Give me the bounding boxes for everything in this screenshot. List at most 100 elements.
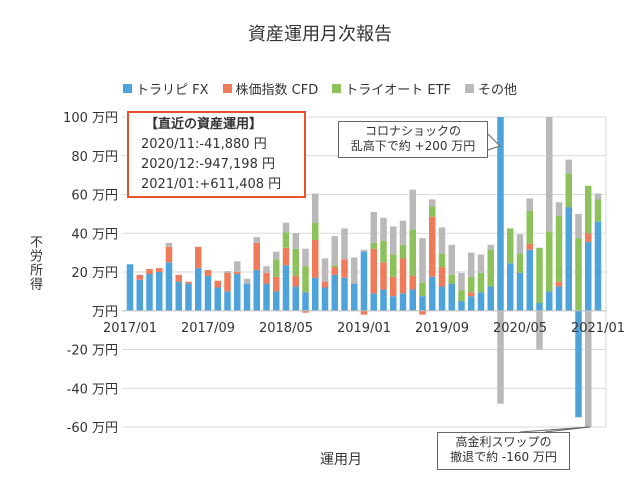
bar-segment [292,233,299,249]
bar-segment [526,243,533,250]
bar-segment [282,222,290,233]
bar-segment [585,241,592,311]
summary-line: 2021/01:+611,408 円 [141,177,282,192]
bar-segment [448,283,455,311]
bar-segment [370,211,377,243]
bar-segment [594,199,602,222]
summary-heading: 【直近の資産運用】 [145,117,263,132]
summary-box: 【直近の資産運用】 2020/11:-41,880 円 2020/12:-947… [127,111,306,198]
legend-item-etf: トライオート ETF [332,79,451,98]
bar-segment [419,238,426,283]
y-tick-label: 60 万円 [71,189,118,204]
summary-line: 2020/12:-947,198 円 [141,157,275,172]
y-tick-label: 40 万円 [71,227,118,242]
bar-segment [516,272,524,311]
bar-segment [399,293,407,311]
bar-segment [341,277,348,311]
bar-segment [331,267,338,275]
bar-segment [224,271,231,273]
bar-segment [253,237,260,243]
bar-segment [146,269,153,274]
bar-segment [331,236,338,266]
bar-segment [370,293,377,311]
bar-segment [224,291,231,311]
bar-segment [292,286,299,311]
y-tick-label: -60 万円 [67,421,118,436]
bar-segment [253,270,260,311]
bar-segment [341,259,348,278]
bar-segment [312,277,319,311]
bar-segment [507,263,514,311]
bar-segment [214,287,221,311]
bar-segment [399,258,407,294]
bar-segment [458,272,465,291]
bar-segment [136,274,143,280]
bar-segment [409,189,416,230]
bar-segment [243,278,251,284]
bar-segment [487,249,494,287]
bar-segment [175,274,182,282]
annotation-swap: 高金利スワップの 撤退で約 -160 万円 [437,432,570,470]
legend-label: トライオート ETF [345,83,451,98]
bar-segment [273,276,280,292]
bar-segment [516,253,524,273]
bar-segment [536,310,543,350]
y-tick-label: 100 万円 [63,111,118,126]
y-axis-label: 不労所得 [27,235,42,291]
bar-segment [555,286,563,311]
bar-segment [292,275,299,287]
bar-segment [468,296,475,311]
bar-segment [575,238,582,311]
y-tick-label: -20 万円 [67,344,118,359]
bar-segment [429,206,436,217]
annotation-line: 高金利スワップの [455,435,552,449]
bar-segment [380,262,387,290]
bar-segment [165,262,173,311]
bar-segment [263,283,270,311]
bar-segment [360,249,368,252]
bar-segment [594,193,602,200]
summary-line: 2020/11:-41,880 円 [141,137,267,152]
bar-segment [302,292,309,311]
legend-item-other: その他 [464,79,517,98]
bar-segment [380,241,387,263]
x-tick-label: 2017/01 [103,321,157,336]
bar-segment [419,296,426,311]
bar-segment [487,244,494,250]
bar-segment [390,226,397,255]
bar-segment [351,283,358,311]
bar-segment [302,266,309,293]
y-tick-label: 万円 [92,305,118,320]
bar-segment [458,290,465,302]
bar-segment [380,289,387,311]
y-tick-label: 80 万円 [71,150,118,165]
bar-segment [409,275,416,290]
bar-segment [448,244,455,275]
bar-segment [253,242,260,271]
x-tick-label: 2019/01 [337,321,391,336]
bar-segment [341,228,348,260]
bar-segment [312,240,319,278]
bar-segment [282,265,290,311]
bar-segment [516,234,524,254]
bars [126,117,602,427]
bar-segment [243,283,251,311]
bar-segment [273,251,280,260]
bar-segment [575,213,582,239]
bar-segment [195,246,202,269]
bar-segment [458,301,465,311]
bar-segment [555,281,563,287]
bar-segment [185,281,192,284]
legend-label: 株価指数 CFD [235,83,319,98]
bar-segment [156,272,163,311]
legend-swatch [464,84,474,93]
bar-segment [156,268,163,272]
legend-item-cfd: 株価指数 CFD [222,79,319,98]
bar-segment [399,244,407,259]
bar-segment [224,272,231,292]
bar-segment [497,117,504,311]
bar-segment [195,268,202,311]
bar-segment [399,220,407,245]
bar-segment [594,221,602,311]
bar-segment [312,193,319,223]
